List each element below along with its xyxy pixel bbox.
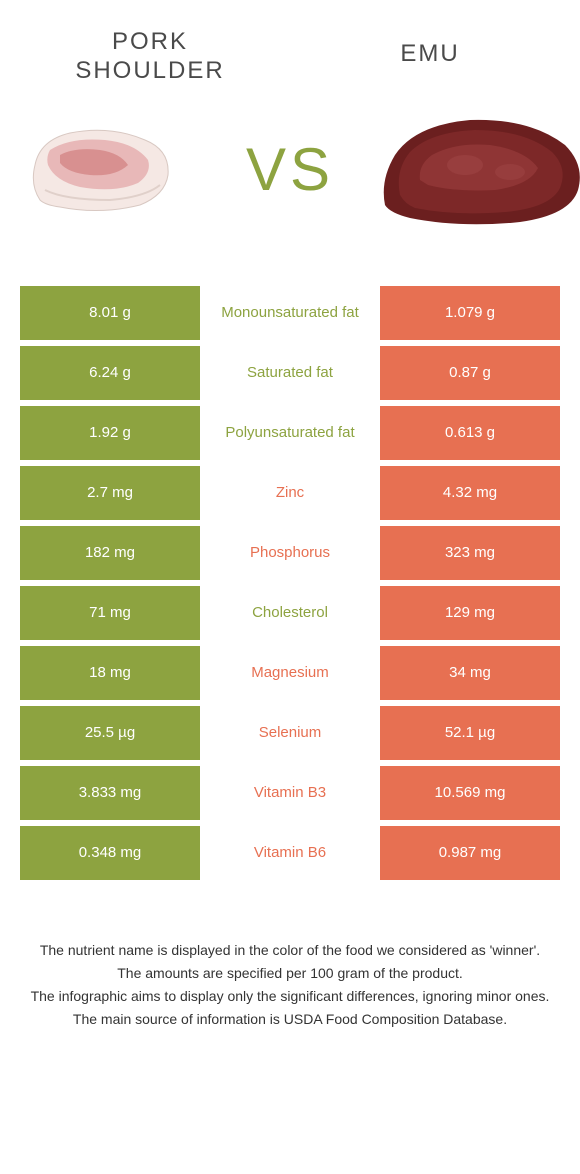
right-value: 52.1 µg <box>380 706 560 760</box>
table-row: 2.7 mgZinc4.32 mg <box>20 466 560 520</box>
right-value: 129 mg <box>380 586 560 640</box>
nutrient-label: Selenium <box>200 706 380 760</box>
nutrient-label: Vitamin B3 <box>200 766 380 820</box>
footer-line-1: The nutrient name is displayed in the co… <box>30 940 550 961</box>
right-value: 0.613 g <box>380 406 560 460</box>
table-row: 25.5 µgSelenium52.1 µg <box>20 706 560 760</box>
right-food-title: Emu <box>330 28 530 86</box>
footer-line-4: The main source of information is USDA F… <box>30 1009 550 1030</box>
right-value: 34 mg <box>380 646 560 700</box>
left-title-line2: shoulder <box>75 57 224 84</box>
left-value: 25.5 µg <box>20 706 200 760</box>
table-row: 182 mgPhosphorus323 mg <box>20 526 560 580</box>
nutrient-label: Zinc <box>200 466 380 520</box>
left-food-title: Pork shoulder <box>50 28 250 86</box>
nutrient-label: Cholesterol <box>200 586 380 640</box>
footer-line-3: The infographic aims to display only the… <box>30 986 550 1007</box>
left-value: 1.92 g <box>20 406 200 460</box>
right-value: 4.32 mg <box>380 466 560 520</box>
vs-label: VS <box>246 135 334 204</box>
table-row: 1.92 gPolyunsaturated fat0.613 g <box>20 406 560 460</box>
nutrient-label: Monounsaturated fat <box>200 286 380 340</box>
right-value: 1.079 g <box>380 286 560 340</box>
left-value: 3.833 mg <box>20 766 200 820</box>
nutrient-label: Vitamin B6 <box>200 826 380 880</box>
nutrient-label: Phosphorus <box>200 526 380 580</box>
nutrient-table: 8.01 gMonounsaturated fat1.079 g 6.24 gSa… <box>20 286 560 880</box>
left-value: 6.24 g <box>20 346 200 400</box>
left-value: 0.348 mg <box>20 826 200 880</box>
left-value: 18 mg <box>20 646 200 700</box>
table-row: 71 mgCholesterol129 mg <box>20 586 560 640</box>
right-value: 323 mg <box>380 526 560 580</box>
left-value: 8.01 g <box>20 286 200 340</box>
right-value: 0.987 mg <box>380 826 560 880</box>
emu-icon <box>380 110 580 230</box>
left-value: 182 mg <box>20 526 200 580</box>
left-title-line1: Pork <box>112 28 188 55</box>
table-row: 3.833 mgVitamin B310.569 mg <box>20 766 560 820</box>
right-value: 10.569 mg <box>380 766 560 820</box>
table-row: 6.24 gSaturated fat0.87 g <box>20 346 560 400</box>
header: Pork shoulder Emu <box>0 0 580 86</box>
emu-image <box>380 110 580 230</box>
nutrient-label: Polyunsaturated fat <box>200 406 380 460</box>
left-value: 2.7 mg <box>20 466 200 520</box>
footer-line-2: The amounts are specified per 100 gram o… <box>30 963 550 984</box>
nutrient-label: Saturated fat <box>200 346 380 400</box>
table-row: 8.01 gMonounsaturated fat1.079 g <box>20 286 560 340</box>
hero-images: VS <box>0 86 580 266</box>
left-value: 71 mg <box>20 586 200 640</box>
right-value: 0.87 g <box>380 346 560 400</box>
table-row: 0.348 mgVitamin B60.987 mg <box>20 826 560 880</box>
pork-image <box>0 110 200 230</box>
table-row: 18 mgMagnesium34 mg <box>20 646 560 700</box>
nutrient-label: Magnesium <box>200 646 380 700</box>
pork-icon <box>20 115 180 225</box>
footer-notes: The nutrient name is displayed in the co… <box>30 940 550 1030</box>
